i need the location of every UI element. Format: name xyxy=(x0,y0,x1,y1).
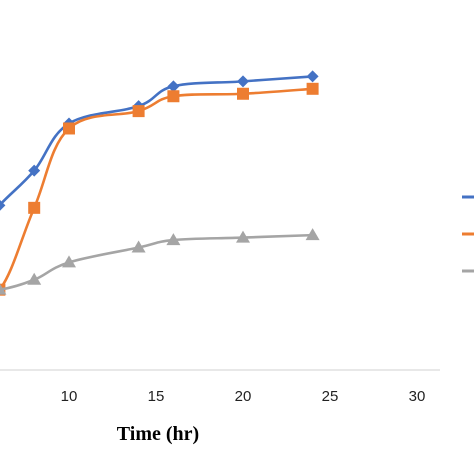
series-1-line xyxy=(0,87,313,291)
series-0-point-1 xyxy=(0,199,6,211)
series-1-point-2 xyxy=(28,201,41,214)
series-2-point-4 xyxy=(131,240,146,253)
series-1-point-5 xyxy=(167,90,180,103)
series-1-point-6 xyxy=(237,87,249,100)
series-0-point-5 xyxy=(167,80,180,93)
series-2-line xyxy=(0,233,313,291)
x-tick-label-4: 30 xyxy=(409,388,426,405)
x-axis-title: Time (hr) xyxy=(117,423,199,445)
series-1-point-3 xyxy=(63,122,75,135)
series-2-point-3 xyxy=(62,255,76,268)
series-2-point-5 xyxy=(166,233,181,246)
x-tick-label-1: 15 xyxy=(148,388,165,405)
series-0-point-7 xyxy=(306,70,319,83)
x-tick-label-2: 20 xyxy=(235,388,252,405)
series-0-point-2 xyxy=(28,164,41,177)
plot-area xyxy=(0,70,440,371)
series-1-point-7 xyxy=(306,82,319,95)
series-2-point-1 xyxy=(0,283,7,295)
series-2-point-2 xyxy=(27,272,42,285)
series-2-point-6 xyxy=(236,230,250,243)
legend xyxy=(462,195,474,273)
x-axis-ticks: 10 15 20 25 30 xyxy=(61,388,426,405)
series-1-point-4 xyxy=(132,105,145,118)
series-2-point-7 xyxy=(305,228,320,241)
x-tick-label-0: 10 xyxy=(61,388,78,405)
x-tick-label-3: 25 xyxy=(322,388,339,405)
series-0-point-6 xyxy=(237,75,249,88)
